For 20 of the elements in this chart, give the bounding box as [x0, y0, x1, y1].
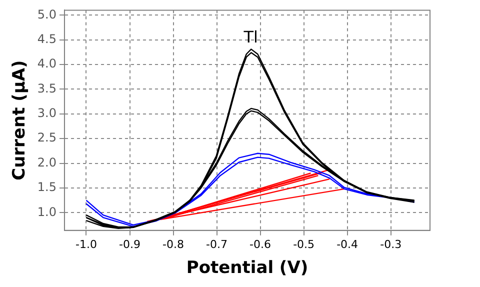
annotation: Tl [242, 27, 258, 46]
y-tick-label: 1.0 [37, 204, 56, 219]
x-tick-label: -0.7 [206, 238, 228, 251]
x-tick-label: -0.6 [250, 238, 272, 251]
y-tick-label: 4.0 [37, 56, 56, 71]
y-tick-label: 1.5 [37, 180, 56, 194]
y-tick-label: 4.5 [37, 32, 56, 46]
y-tick-label: 2.5 [37, 130, 56, 145]
x-tick-label: -0.5 [293, 238, 315, 251]
y-tick-label: 2.0 [37, 155, 56, 170]
x-tick-label: -0.8 [162, 238, 184, 251]
y-tick-label: 3.5 [37, 81, 56, 96]
x-tick-label: -0.3 [380, 238, 402, 251]
y-tick-label: 3.0 [37, 106, 56, 120]
x-tick-label: -0.9 [119, 238, 140, 251]
x-axis-title: Potential (V) [186, 258, 308, 278]
y-tick-label: 5.0 [37, 7, 56, 22]
x-tick-label: -1.0 [76, 238, 97, 251]
y-axis-title: Current (µA) [10, 60, 30, 180]
x-tick-label: -0.4 [336, 238, 358, 251]
